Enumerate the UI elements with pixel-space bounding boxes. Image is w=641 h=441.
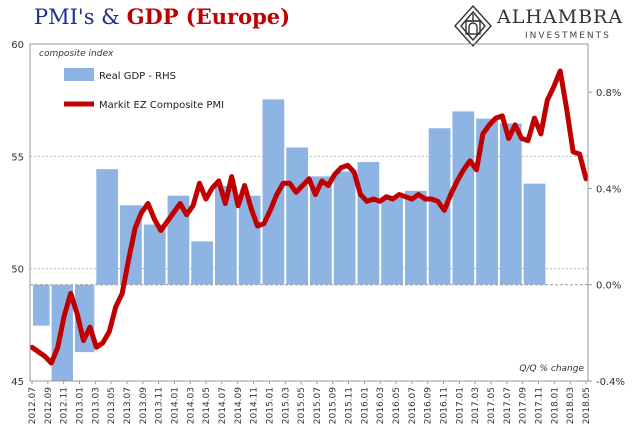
x-tick-label: 2013.11 xyxy=(155,387,165,424)
plot-frame xyxy=(29,43,589,382)
gdp-bar xyxy=(286,147,308,285)
legend-swatch-gdp xyxy=(64,68,94,81)
x-tick-label: 2017.01 xyxy=(455,387,465,424)
x-tick-label: 2013.01 xyxy=(75,387,85,424)
x-tick-label: 2014.07 xyxy=(218,387,228,424)
gdp-bar xyxy=(96,169,119,285)
gdp-bar xyxy=(262,99,285,285)
gdp-bar xyxy=(476,118,498,285)
legend-label-pmi: Markit EZ Composite PMI xyxy=(99,100,224,111)
x-tick-label: 2016.11 xyxy=(440,387,450,424)
x-tick-label: 2014.01 xyxy=(170,387,180,424)
x-tick-label: 2018.01 xyxy=(550,387,560,424)
x-tick-label: 2014.03 xyxy=(186,387,196,424)
right-tick-label: -0.4% xyxy=(596,377,625,388)
right-tick-label: 0.4% xyxy=(596,184,621,195)
x-tick-label: 2016.07 xyxy=(408,387,418,424)
left-tick-label: 55 xyxy=(11,152,24,163)
gdp-bar xyxy=(33,284,50,326)
gdp-bar xyxy=(143,224,166,285)
right-axis-label: Q/Q % change xyxy=(519,364,584,374)
pmi-line xyxy=(29,68,589,366)
x-tick-label: 2014.05 xyxy=(202,387,212,424)
gdp-bar xyxy=(333,171,356,285)
right-tick-label: 0.8% xyxy=(596,88,621,99)
gdp-bar xyxy=(404,190,427,285)
gdp-bar xyxy=(357,161,380,285)
x-tick-label: 2017.11 xyxy=(535,387,545,424)
gdp-bar xyxy=(167,195,190,285)
x-tick-label: 2015.03 xyxy=(281,387,291,424)
gdp-bar xyxy=(310,176,332,285)
alhambra-logo: ALHAMBRA INVESTMENTS xyxy=(451,4,631,50)
left-tick-label: 60 xyxy=(11,40,24,51)
x-tick-label: 2018.03 xyxy=(566,387,576,424)
title-pmi: PMI's xyxy=(34,5,95,29)
gdp-bar xyxy=(191,241,214,285)
x-tick-label: 2016.03 xyxy=(376,387,386,424)
x-tick-label: 2014.09 xyxy=(234,387,244,424)
logo-name: ALHAMBRA xyxy=(497,6,624,28)
gdp-bar xyxy=(215,186,237,285)
title-ampersand: & xyxy=(101,5,120,29)
legend-label-gdp: Real GDP - RHS xyxy=(99,71,176,82)
gdp-bar xyxy=(523,183,546,285)
gdp-bar xyxy=(499,123,522,285)
x-tick-label: 2017.07 xyxy=(503,387,513,424)
left-tick-label: 45 xyxy=(11,377,24,388)
x-tick-label: 2016.09 xyxy=(424,387,434,424)
x-tick-label: 2016.05 xyxy=(392,387,402,424)
left-axis-label: composite index xyxy=(39,49,114,59)
logo-subtitle: INVESTMENTS xyxy=(525,31,611,41)
x-tick-label: 2012.09 xyxy=(44,387,54,424)
x-tick-label: 2016.01 xyxy=(360,387,370,424)
x-tick-label: 2014.11 xyxy=(250,387,260,424)
x-tick-label: 2017.03 xyxy=(471,387,481,424)
left-tick-label: 50 xyxy=(11,265,24,276)
x-tick-label: 2017.09 xyxy=(519,387,529,424)
x-tick-label: 2015.09 xyxy=(329,387,339,424)
x-tick-label: 2015.05 xyxy=(297,387,307,424)
gdp-bar xyxy=(452,111,475,285)
x-tick-label: 2013.05 xyxy=(107,387,117,424)
x-tick-label: 2013.07 xyxy=(123,387,133,424)
x-tick-label: 2015.01 xyxy=(265,387,275,424)
right-tick-label: 0.0% xyxy=(596,281,621,292)
x-tick-label: 2018.05 xyxy=(582,387,592,424)
x-tick-label: 2013.03 xyxy=(91,387,101,424)
chart-title: PMI's & GDP (Europe) xyxy=(34,4,290,29)
x-tick-label: 2015.07 xyxy=(313,387,323,424)
x-tick-label: 2012.07 xyxy=(28,387,38,424)
title-gdp: GDP (Europe) xyxy=(126,4,291,29)
x-tick-label: 2012.11 xyxy=(60,387,70,424)
x-tick-label: 2013.09 xyxy=(139,387,149,424)
x-tick-label: 2015.11 xyxy=(345,387,355,424)
x-tick-label: 2017.05 xyxy=(487,387,497,424)
alhambra-palace-icon xyxy=(454,4,492,48)
gdp-bar xyxy=(381,198,403,285)
